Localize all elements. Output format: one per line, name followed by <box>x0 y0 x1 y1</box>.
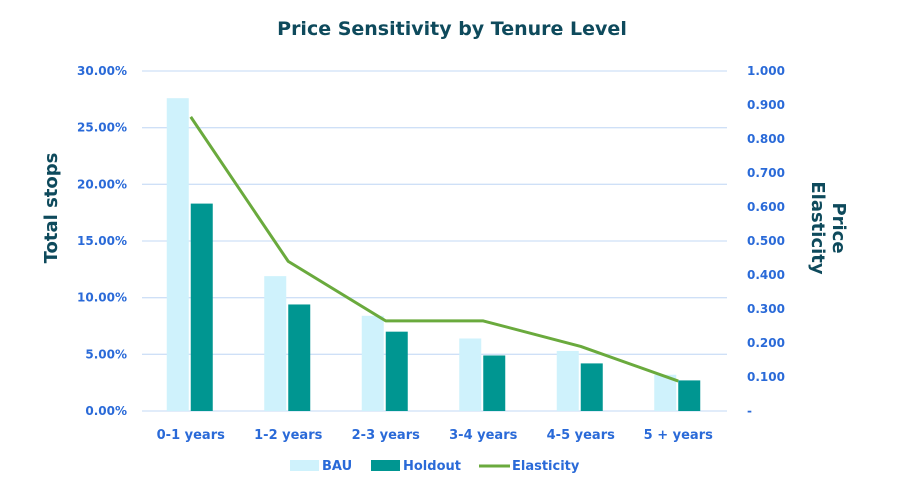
left-tick-label: 25.00% <box>77 121 127 135</box>
bar-bau <box>166 98 189 411</box>
right-tick-label: 0.300 <box>747 302 785 316</box>
x-tick-label: 1-2 years <box>254 428 322 443</box>
bar-holdout <box>288 304 311 411</box>
bars <box>166 98 701 411</box>
x-tick-label: 4-5 years <box>547 428 615 443</box>
right-tick-label: 0.600 <box>747 200 785 214</box>
left-axis-title: Total stops <box>41 153 62 264</box>
bar-bau <box>264 276 287 411</box>
legend-label-bau: BAU <box>322 459 352 474</box>
x-tick-label: 2-3 years <box>352 428 420 443</box>
right-tick-label: 0.900 <box>747 98 785 112</box>
right-axis-title-line1: Price <box>828 202 849 253</box>
x-tick-label: 3-4 years <box>449 428 517 443</box>
right-tick-label: - <box>747 404 752 418</box>
right-axis-ticks: - 0.100 0.200 0.300 0.400 0.500 0.600 0.700 0.80… <box>747 64 785 418</box>
bar-bau <box>654 374 677 411</box>
right-tick-label: 0.400 <box>747 268 785 282</box>
bar-holdout <box>385 331 408 411</box>
right-tick-label: 0.800 <box>747 132 785 146</box>
right-tick-label: 0.100 <box>747 370 785 384</box>
bar-bau <box>361 315 384 411</box>
bar-holdout <box>483 355 506 411</box>
legend-label-elasticity: Elasticity <box>512 459 580 474</box>
legend: BAU Holdout Elasticity <box>290 459 580 474</box>
elasticity-line <box>189 116 679 383</box>
bar-holdout <box>580 363 603 411</box>
left-tick-label: 5.00% <box>85 347 127 361</box>
bar-holdout <box>190 203 213 411</box>
left-tick-label: 0.00% <box>85 404 127 418</box>
elasticity-line-group <box>189 116 679 383</box>
bar-bau <box>459 338 482 411</box>
left-tick-label: 10.00% <box>77 291 127 305</box>
gridlines <box>142 70 727 412</box>
right-axis-title-line2: Elasticity <box>807 181 828 275</box>
right-tick-label: 0.700 <box>747 166 785 180</box>
x-tick-label: 0-1 years <box>157 428 225 443</box>
legend-swatch-bau <box>290 460 319 471</box>
right-tick-label: 0.500 <box>747 234 785 248</box>
bar-holdout <box>678 380 701 411</box>
chart-title: Price Sensitivity by Tenure Level <box>277 18 627 40</box>
left-tick-label: 30.00% <box>77 64 127 78</box>
right-tick-label: 0.200 <box>747 336 785 350</box>
x-tick-label: 5 + years <box>644 428 713 443</box>
legend-swatch-holdout <box>371 460 400 471</box>
x-axis-ticks: 0-1 years 1-2 years 2-3 years 3-4 years 4-5 … <box>157 428 713 443</box>
right-tick-label: 1.000 <box>747 64 785 78</box>
left-axis-ticks: 0.00% 5.00% 10.00% 15.00% 20.00% 25.00% 30.00% <box>77 64 127 418</box>
bar-bau <box>556 350 579 411</box>
left-tick-label: 20.00% <box>77 177 127 191</box>
legend-label-holdout: Holdout <box>403 459 461 474</box>
left-tick-label: 15.00% <box>77 234 127 248</box>
